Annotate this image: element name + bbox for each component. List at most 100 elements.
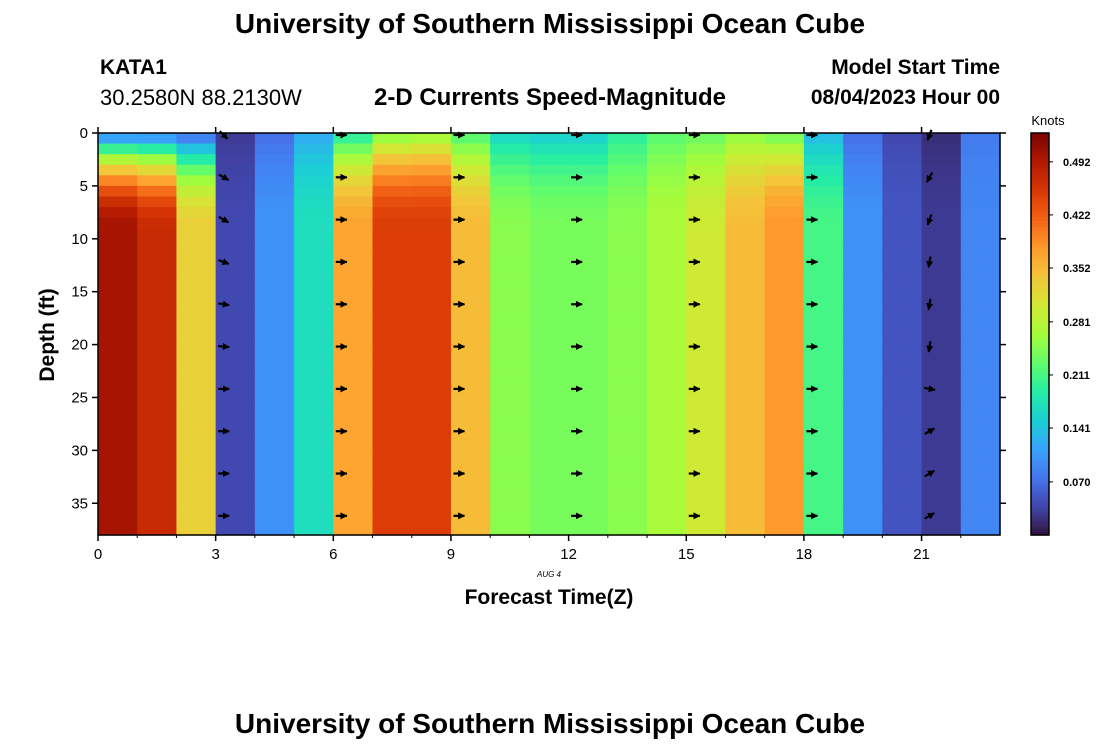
- heatmap-cell: [764, 143, 805, 155]
- heatmap-cell: [98, 270, 138, 282]
- heatmap-cell: [960, 355, 1001, 367]
- heatmap-cell: [764, 376, 805, 388]
- heatmap-cell: [647, 460, 687, 473]
- heatmap-cell: [137, 133, 178, 145]
- heatmap-cell: [960, 376, 1001, 388]
- heatmap-cell: [921, 524, 962, 536]
- heatmap-cell: [372, 238, 413, 250]
- heatmap-cell: [215, 334, 256, 346]
- heatmap-cell: [294, 513, 334, 526]
- heatmap-cell: [921, 175, 962, 187]
- heatmap-cell: [411, 386, 452, 399]
- heatmap-cell: [607, 397, 648, 409]
- colorbar-segment: [1031, 461, 1049, 466]
- heatmap-cell: [98, 482, 138, 494]
- heatmap-cell: [529, 302, 570, 314]
- heatmap-cell: [450, 450, 491, 462]
- heatmap-cell: [254, 259, 295, 272]
- heatmap-cell: [882, 228, 923, 240]
- heatmap-cell: [176, 503, 217, 515]
- heatmap-cell: [764, 164, 805, 176]
- colorbar-segment: [1031, 360, 1049, 365]
- colorbar-segment: [1031, 344, 1049, 348]
- heatmap-cell: [921, 492, 962, 504]
- heatmap-cell: [411, 471, 452, 483]
- heatmap-cell: [921, 418, 962, 430]
- heatmap-cell: [98, 302, 138, 314]
- heatmap-cell: [686, 302, 727, 314]
- heatmap-cell: [411, 259, 452, 272]
- heatmap-cell: [176, 397, 217, 409]
- heatmap-cell: [568, 450, 609, 462]
- heatmap-cell: [490, 408, 530, 420]
- heatmap-cell: [137, 386, 178, 399]
- heatmap-cell: [176, 355, 217, 367]
- heatmap-cell: [490, 376, 530, 388]
- heatmap-cell: [960, 291, 1001, 303]
- heatmap-cell: [843, 270, 883, 282]
- heatmap-cell: [294, 164, 334, 176]
- colorbar-segment: [1031, 307, 1049, 312]
- heatmap-cell: [215, 207, 256, 219]
- heatmap-cell: [686, 334, 727, 346]
- colorbar-tick-label: 0.141: [1063, 423, 1091, 435]
- x-tick-label: 0: [94, 546, 102, 563]
- heatmap-cell: [254, 450, 295, 462]
- heatmap-cell: [450, 259, 491, 272]
- heatmap-cell: [98, 408, 138, 420]
- heatmap-cell: [529, 185, 570, 198]
- heatmap-cell: [843, 513, 883, 526]
- heatmap-cell: [764, 334, 805, 346]
- heatmap-cell: [98, 376, 138, 388]
- heatmap-cell: [647, 133, 687, 145]
- heatmap-cell: [333, 513, 374, 526]
- heatmap-cell: [764, 270, 805, 282]
- heatmap-cell: [764, 185, 805, 198]
- heatmap-cell: [450, 482, 491, 494]
- heatmap-cell: [215, 386, 256, 399]
- heatmap-cell: [882, 418, 923, 430]
- colorbar-segment: [1031, 293, 1049, 298]
- heatmap-cell: [686, 164, 727, 176]
- heatmap-cell: [882, 238, 923, 250]
- heatmap-cell: [607, 270, 648, 282]
- heatmap-cell: [921, 196, 962, 208]
- heatmap-cell: [921, 259, 962, 272]
- heatmap-cell: [215, 259, 256, 272]
- heatmap-cell: [568, 376, 609, 388]
- heatmap-cell: [960, 344, 1001, 356]
- heatmap-cell: [882, 196, 923, 208]
- heatmap-cell: [921, 228, 962, 240]
- colorbar-segment: [1031, 267, 1049, 271]
- heatmap-cell: [176, 460, 217, 473]
- heatmap-cell: [568, 513, 609, 526]
- colorbar-segment: [1031, 166, 1049, 171]
- heatmap-cell: [450, 196, 491, 208]
- heatmap-cell: [294, 281, 334, 293]
- heatmap-cell: [450, 228, 491, 240]
- heatmap-cell: [686, 439, 727, 451]
- current-arrow: [218, 173, 230, 182]
- heatmap-cell: [137, 175, 178, 187]
- heatmap-cell: [294, 175, 334, 187]
- heatmap-cell: [686, 196, 727, 208]
- heatmap-cell: [98, 439, 138, 451]
- heatmap-cell: [647, 408, 687, 420]
- heatmap-cell: [254, 291, 295, 303]
- heatmap-cell: [254, 439, 295, 451]
- heatmap-cell: [764, 207, 805, 219]
- heatmap-cell: [568, 238, 609, 250]
- heatmap-cell: [607, 133, 648, 145]
- heatmap-cell: [725, 524, 766, 536]
- heatmap-cell: [529, 386, 570, 399]
- heatmap-cell: [843, 503, 883, 515]
- heatmap-cell: [215, 513, 256, 526]
- heatmap-cell: [98, 249, 138, 261]
- heatmap-cell: [568, 302, 609, 314]
- heatmap-cell: [176, 376, 217, 388]
- heatmap-cell: [529, 408, 570, 420]
- heatmap-cell: [607, 291, 648, 303]
- heatmap-cell: [254, 334, 295, 346]
- heatmap-cell: [607, 175, 648, 187]
- heatmap-cell: [254, 133, 295, 145]
